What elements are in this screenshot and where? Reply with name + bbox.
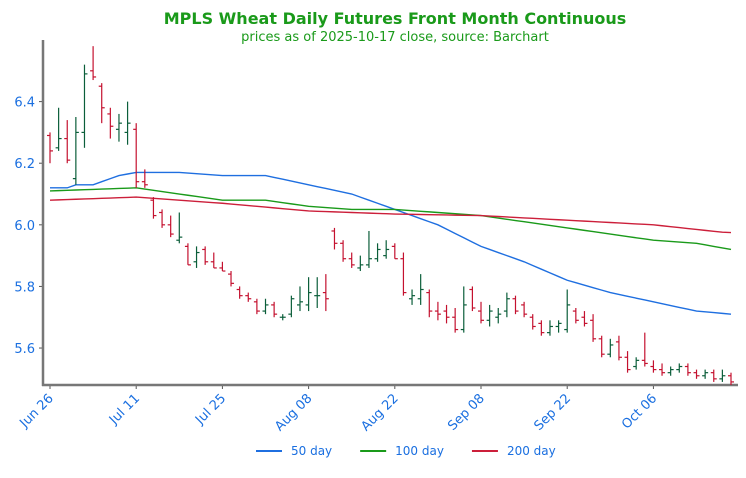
x-tick-label: Sep 22: [531, 391, 574, 434]
x-tick-label: Sep 08: [445, 391, 488, 434]
y-tick-label: 5.6: [14, 342, 35, 357]
y-tick-label: 5.8: [14, 280, 35, 295]
x-tick-label: Aug 08: [272, 391, 315, 434]
legend-label: 50 day: [291, 444, 332, 458]
ma-line: [50, 171, 732, 315]
legend-label: 100 day: [395, 444, 444, 458]
x-tick-label: Jul 25: [192, 391, 229, 428]
y-tick-label: 6.2: [14, 157, 35, 172]
ma-line: [49, 196, 732, 234]
x-tick-label: Jun 26: [17, 391, 57, 431]
x-tick-label: Aug 22: [358, 391, 401, 434]
y-tick-label: 6.4: [14, 96, 35, 111]
chart-title: MPLS Wheat Daily Futures Front Month Con…: [164, 9, 627, 28]
x-tick-label: Oct 06: [619, 391, 660, 432]
legend-label: 200 day: [507, 444, 556, 458]
x-tick-label: Jul 11: [106, 391, 143, 428]
chart-subtitle: prices as of 2025-10-17 close, source: B…: [241, 30, 549, 45]
y-tick-label: 6.0: [14, 219, 35, 234]
ma-line: [49, 187, 732, 251]
